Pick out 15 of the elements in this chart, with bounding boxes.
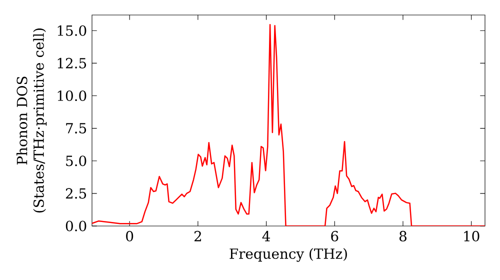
- y-tick-label: 0.0: [66, 220, 86, 232]
- x-tick-label: 8: [400, 230, 406, 242]
- y-tick-label: 2.5: [66, 188, 86, 199]
- x-tick-label: 0: [126, 230, 134, 242]
- y-tick-label: 7.5: [66, 123, 86, 134]
- y-tick-label: 15.0: [58, 25, 86, 36]
- x-tick-label: 6: [331, 230, 338, 242]
- y-tick-label: 10.0: [58, 90, 86, 102]
- y-tick-label: 12.5: [58, 58, 86, 68]
- y-axis-title: Phonon DOS (States/THz·primitive cell): [16, 28, 47, 212]
- x-tick-label: 10: [464, 230, 480, 242]
- x-axis-title: Frequency (THz): [230, 248, 347, 262]
- y-tick-label: 5.0: [66, 156, 86, 166]
- x-tick-label: 2: [194, 230, 201, 242]
- x-tick-label: 4: [262, 230, 270, 242]
